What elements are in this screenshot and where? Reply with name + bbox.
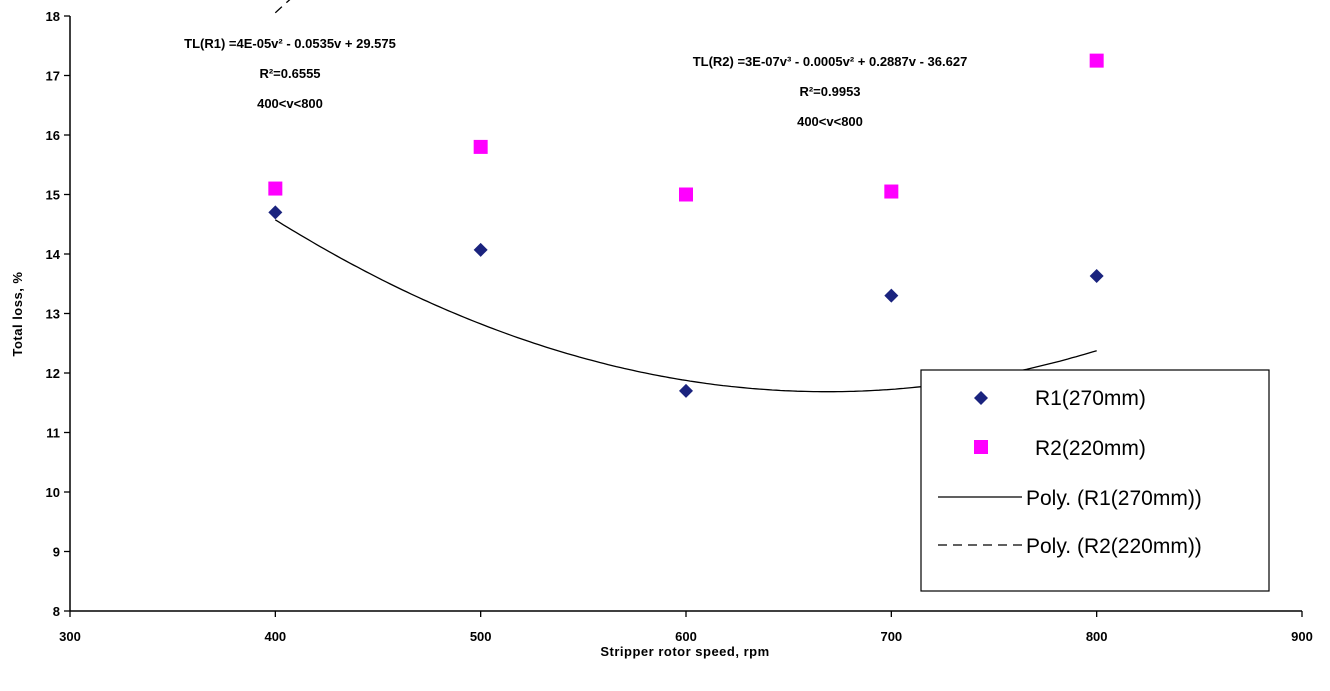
point-r2 [473,139,488,154]
y-tick-label: 18 [46,9,60,24]
y-tick-label: 9 [53,545,60,560]
equation-r2-r2: R²=0.9953 [799,84,860,99]
y-tick-label: 15 [46,188,60,203]
equation-r1: TL(R1) =4E-05v² - 0.0535v + 29.575 R²=0.… [184,36,396,111]
x-tick-label: 800 [1086,629,1108,644]
x-tick-label: 500 [470,629,492,644]
legend-label-r2: R2(220mm) [1035,437,1146,460]
y-tick-label: 12 [46,366,60,381]
trendline-r2 [274,0,291,14]
legend-label-trend-r1: Poly. (R1(270mm)) [1026,487,1202,510]
legend-marker-r1 [974,391,988,405]
y-tick-label: 10 [46,485,60,500]
y-tick-label: 16 [46,128,60,143]
y-tick-label: 17 [46,69,60,84]
equation-r1-range: 400<v<800 [257,96,323,111]
equation-r2-range: 400<v<800 [797,114,863,129]
x-tick-label: 600 [675,629,697,644]
point-r1 [473,242,488,257]
equation-r2: TL(R2) =3E-07v³ - 0.0005v² + 0.2887v - 3… [693,54,968,129]
y-tick-label: 8 [53,604,60,619]
equation-r1-r2: R²=0.6555 [259,66,320,81]
point-r2 [1089,53,1104,68]
point-r2 [679,187,693,202]
equation-r1-text: TL(R1) =4E-05v² - 0.0535v + 29.575 [184,36,396,51]
x-axis-title: Stripper rotor speed, rpm [600,644,769,659]
x-tick-label: 900 [1291,629,1313,644]
trendline-r1 [274,219,1097,393]
y-tick-label: 13 [46,307,60,322]
equation-r2-text: TL(R2) =3E-07v³ - 0.0005v² + 0.2887v - 3… [693,54,968,69]
point-r1 [884,288,899,303]
point-r1 [268,205,283,220]
point-r1 [679,383,693,398]
point-r1 [1089,269,1104,284]
x-tick-label: 300 [59,629,81,644]
x-ticks: 300 400 500 600 700 800 900 [59,611,1313,644]
legend-label-trend-r2: Poly. (R2(220mm)) [1026,535,1202,558]
point-r2 [884,184,899,199]
point-r2 [268,181,283,196]
legend-box [920,369,1270,592]
legend: R1(270mm) R2(220mm) Poly. (R1(270mm)) Po… [920,369,1270,592]
x-tick-label: 400 [264,629,286,644]
y-tick-label: 14 [46,247,61,262]
y-axis-title: Total loss, % [10,272,25,357]
y-tick-label: 11 [46,426,60,441]
x-tick-label: 700 [880,629,902,644]
y-ticks: 8 9 10 11 12 13 14 15 16 17 18 [46,9,70,619]
legend-marker-r2 [974,440,988,454]
legend-label-r1: R1(270mm) [1035,387,1146,410]
data-points [268,53,1104,398]
